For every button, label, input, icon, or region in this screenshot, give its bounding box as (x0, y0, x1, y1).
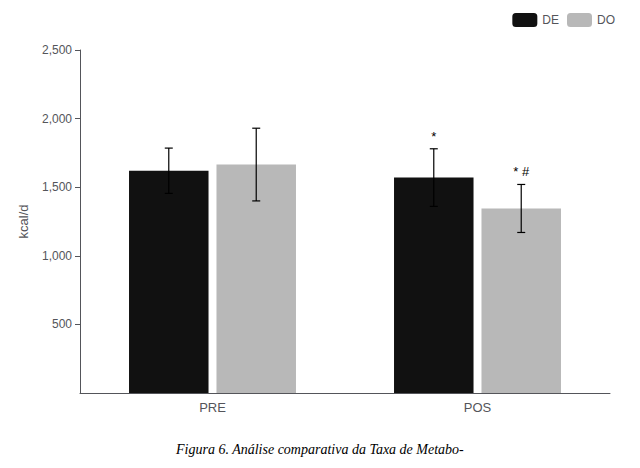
svg-text:1,500: 1,500 (42, 180, 72, 194)
svg-text:PRE: PRE (199, 400, 226, 415)
svg-text:Figura 6. Análise comparativa: Figura 6. Análise comparativa da Taxa de… (175, 442, 464, 457)
svg-text:2,500: 2,500 (42, 43, 72, 57)
svg-text:DE: DE (542, 13, 559, 27)
svg-text:500: 500 (52, 317, 72, 331)
svg-text:POS: POS (464, 400, 492, 415)
svg-text:1,000: 1,000 (42, 249, 72, 263)
svg-text:2,000: 2,000 (42, 112, 72, 126)
svg-text:kcal/d: kcal/d (16, 205, 31, 239)
svg-text:*: * (431, 129, 436, 144)
svg-text:DO: DO (597, 13, 615, 27)
svg-text:* #: * # (513, 164, 530, 179)
